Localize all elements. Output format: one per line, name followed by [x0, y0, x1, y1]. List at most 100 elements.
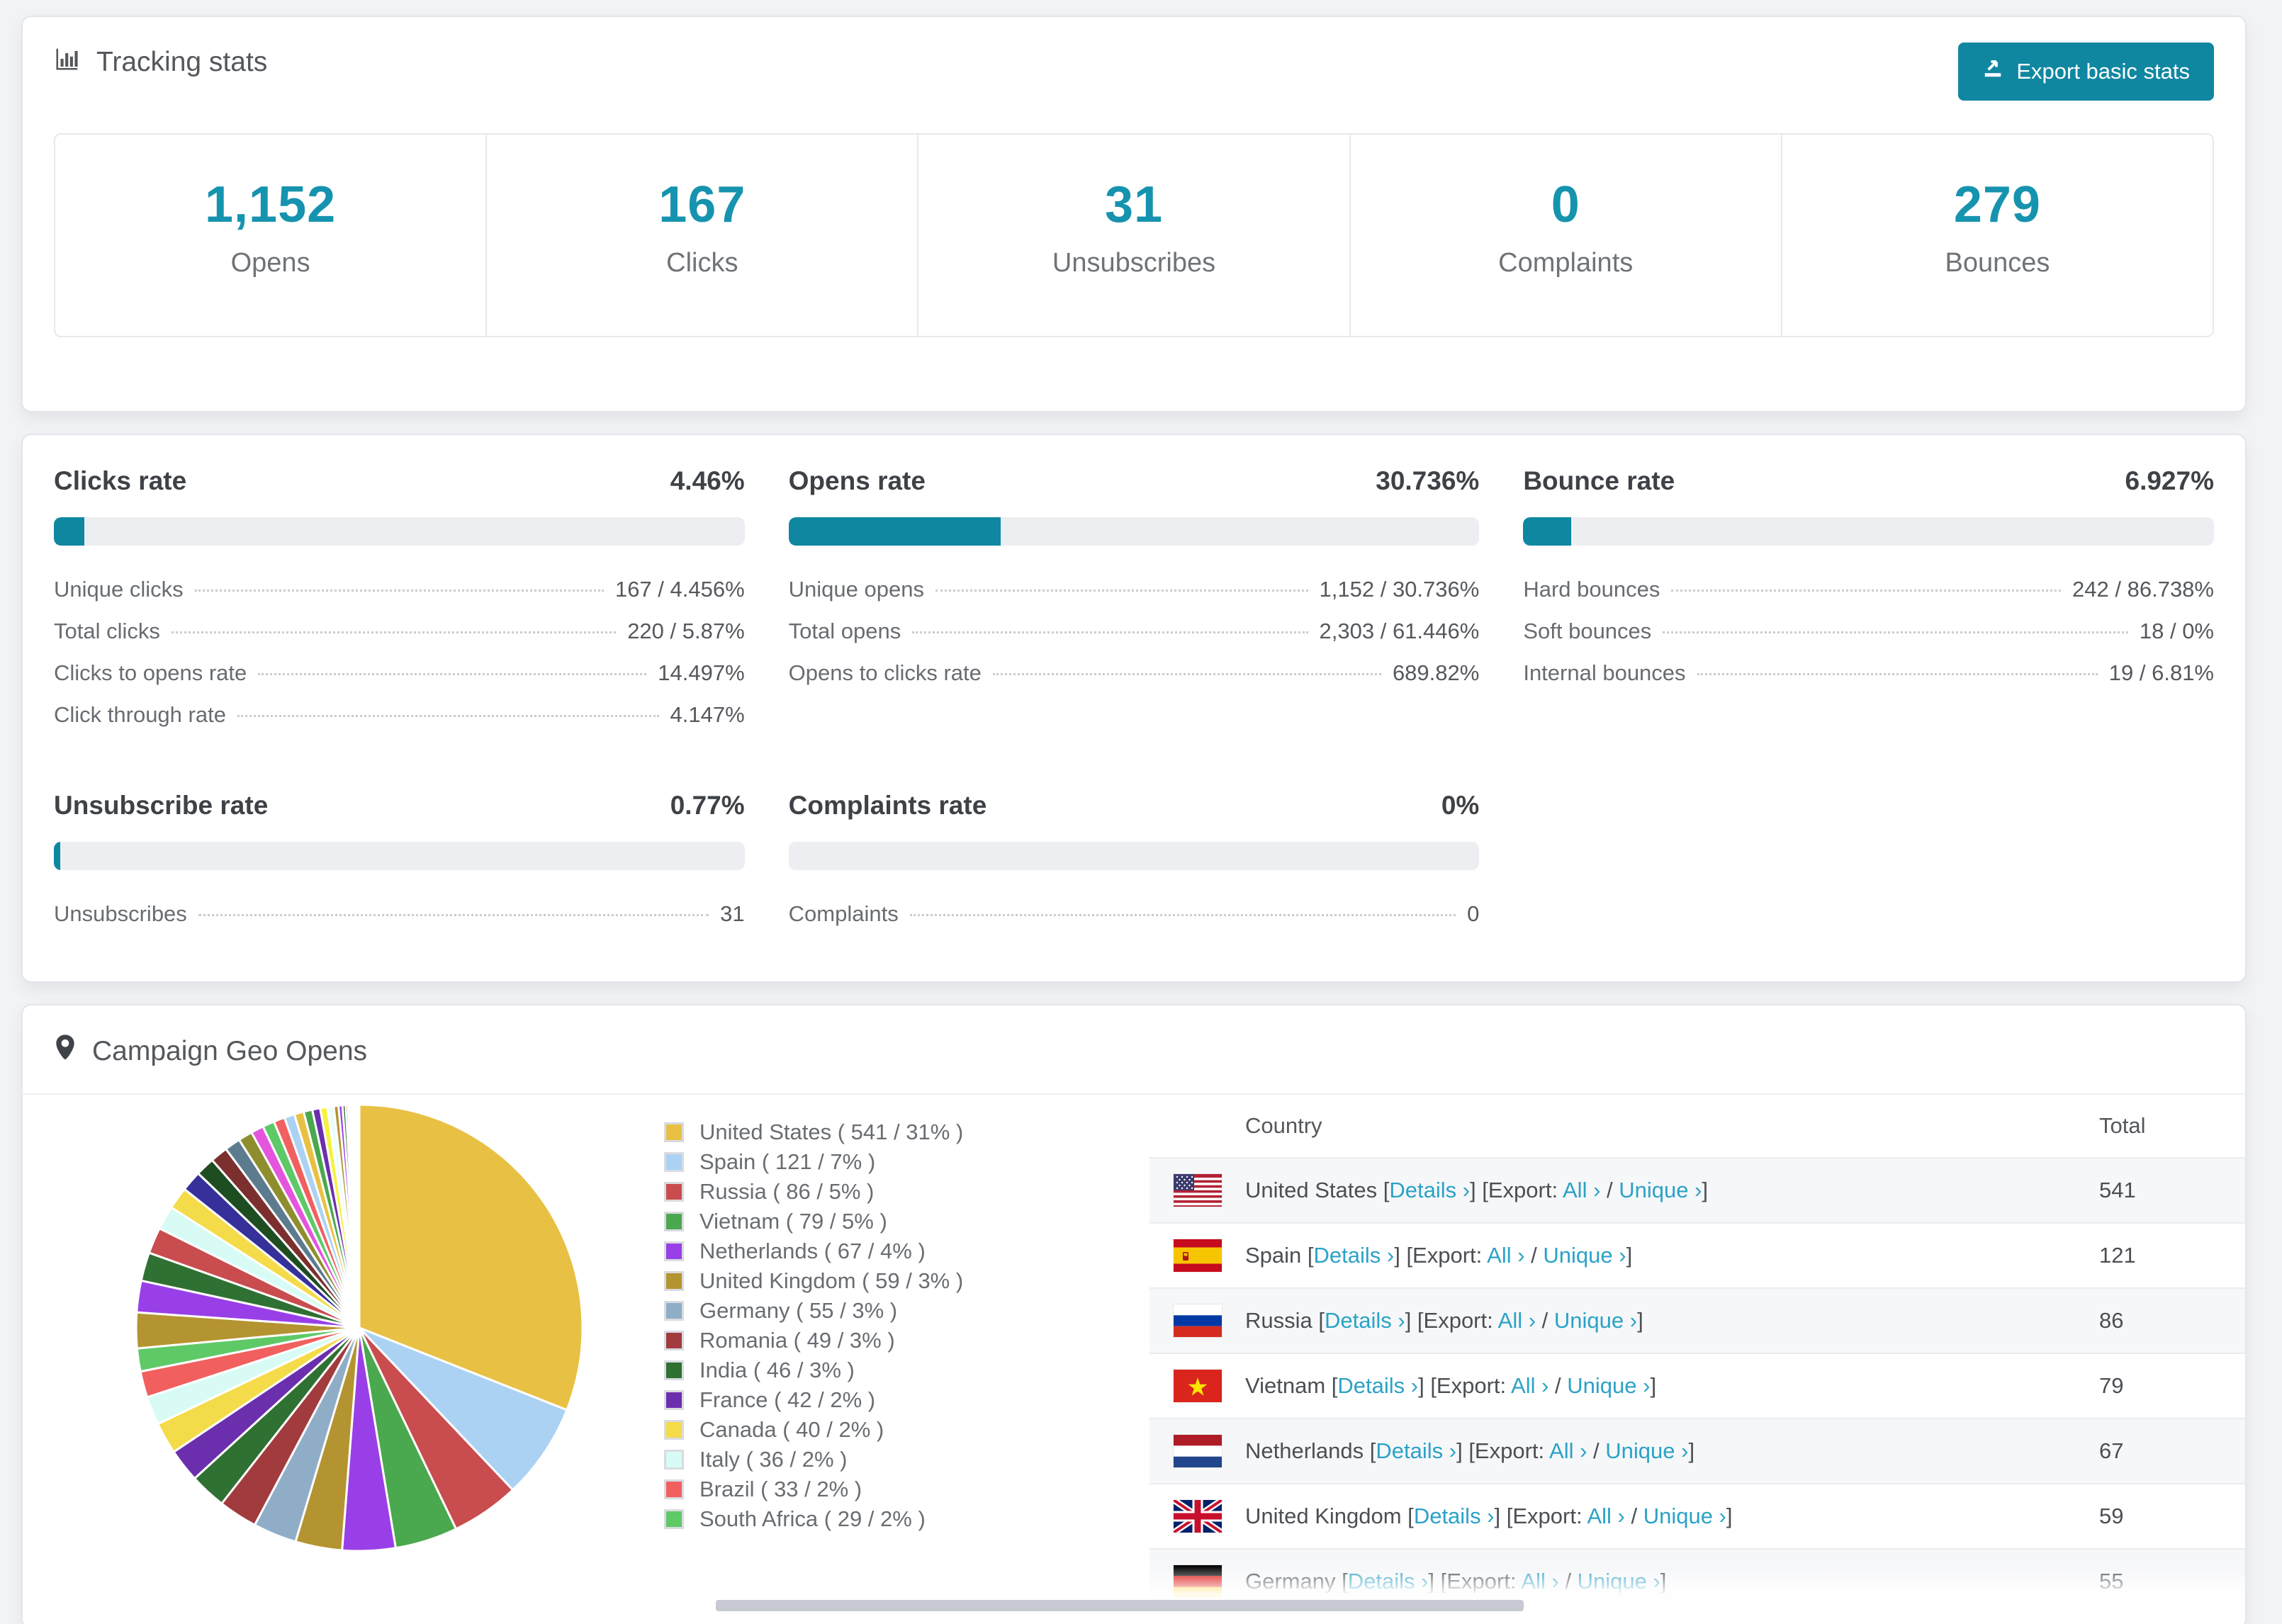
dotted-leader	[1697, 673, 2098, 675]
rate-value: 6.927%	[2125, 466, 2215, 495]
geo-country-cell: Russia [Details ›] [Export: All › / Uniq…	[1150, 1304, 2099, 1337]
export-all-link[interactable]: All ›	[1549, 1438, 1587, 1463]
rate-header: Complaints rate 0%	[789, 791, 1480, 821]
dotted-leader	[992, 673, 1381, 675]
country-flag-icon	[1174, 1370, 1222, 1402]
rate-detail-label: Unique opens	[788, 577, 924, 602]
export-all-link[interactable]: All ›	[1511, 1373, 1549, 1398]
details-link[interactable]: Details ›	[1347, 1569, 1429, 1594]
legend-swatch	[664, 1360, 684, 1380]
export-unique-link[interactable]: Unique ›	[1619, 1178, 1702, 1202]
legend-swatch	[664, 1509, 684, 1529]
geo-table-header-country: Country	[1245, 1113, 1322, 1138]
geo-total-cell: 79	[2099, 1373, 2124, 1398]
rate-detail-row: Unique opens 1,152 / 30.736%	[789, 577, 1480, 619]
geo-total-cell: 541	[2099, 1178, 2136, 1202]
page: Tracking stats Export basic stats 1,152 …	[21, 0, 2247, 1624]
country-flag-icon	[1174, 1565, 1222, 1598]
tracking-stats-title-row: Tracking stats	[54, 45, 267, 79]
rate-detail-rows: Unique opens 1,152 / 30.736% Total opens…	[789, 577, 1480, 702]
export-unique-link[interactable]: Unique ›	[1553, 1308, 1638, 1333]
rate-detail-label: Internal bounces	[1523, 660, 1686, 685]
rate-progress-track	[1523, 517, 2214, 546]
geo-country-cell: Netherlands [Details ›] [Export: All › /…	[1150, 1435, 2099, 1467]
legend-swatch	[664, 1271, 684, 1291]
dotted-leader	[912, 631, 1308, 633]
details-link[interactable]: Details ›	[1376, 1438, 1457, 1463]
legend-label: Canada ( 40 / 2% )	[699, 1417, 884, 1442]
summary-stats-strip: 1,152 Opens 167 Clicks 31 Unsubscribes 0…	[54, 133, 2214, 337]
export-unique-link[interactable]: Unique ›	[1605, 1438, 1689, 1463]
rate-block: Opens rate 30.736% Unique opens 1,152 / …	[788, 466, 1480, 744]
rate-detail-row: Soft bounces 18 / 0%	[1523, 619, 2214, 660]
summary-stat-box: 0 Complaints	[1349, 135, 1781, 336]
horizontal-scrollbar-thumb[interactable]	[716, 1600, 1524, 1611]
rate-header: Bounce rate 6.927%	[1523, 466, 2214, 496]
rate-detail-value: 0	[1467, 901, 1480, 926]
geo-country-cell: Vietnam [Details ›] [Export: All › / Uni…	[1150, 1370, 2099, 1402]
details-link[interactable]: Details ›	[1324, 1308, 1405, 1333]
export-all-link[interactable]: All ›	[1587, 1504, 1625, 1528]
geo-pie-chart	[135, 1103, 584, 1552]
legend-swatch	[664, 1122, 684, 1142]
rate-detail-row: Opens to clicks rate 689.82%	[789, 660, 1480, 702]
rate-detail-label: Opens to clicks rate	[788, 660, 982, 685]
rate-progress-track	[788, 517, 1480, 546]
export-all-link[interactable]: All ›	[1563, 1178, 1601, 1202]
geo-table: Country Total United States [Details ›] …	[1150, 1095, 2245, 1613]
geo-country-cell: Germany [Details ›] [Export: All › / Uni…	[1150, 1565, 2099, 1598]
rate-detail-value: 31	[720, 901, 745, 926]
country-flag-icon	[1171, 1497, 1224, 1535]
legend-item: Vietnam ( 79 / 5% )	[664, 1207, 963, 1236]
legend-item: South Africa ( 29 / 2% )	[664, 1504, 963, 1534]
country-flag-icon	[1174, 1239, 1222, 1272]
geo-country-cell: United States [Details ›] [Export: All ›…	[1150, 1174, 2099, 1207]
details-link[interactable]: Details ›	[1337, 1373, 1419, 1398]
rate-detail-label: Unique clicks	[54, 577, 184, 602]
rate-detail-rows: Unsubscribes 31	[54, 901, 745, 943]
rates-card: Clicks rate 4.46% Unique clicks 167 / 4.…	[21, 434, 2247, 983]
rates-grid: Clicks rate 4.46% Unique clicks 167 / 4.…	[54, 466, 2214, 943]
tracking-stats-card: Tracking stats Export basic stats 1,152 …	[21, 16, 2247, 412]
export-unique-link[interactable]: Unique ›	[1643, 1504, 1726, 1528]
export-unique-link[interactable]: Unique ›	[1567, 1373, 1651, 1398]
geo-table-row: Spain [Details ›] [Export: All › / Uniqu…	[1150, 1222, 2245, 1287]
export-unique-link[interactable]: Unique ›	[1543, 1243, 1626, 1268]
export-all-link[interactable]: All ›	[1487, 1243, 1525, 1268]
legend-item: Spain ( 121 / 7% )	[664, 1147, 963, 1177]
geo-title: Campaign Geo Opens	[92, 1036, 368, 1066]
export-basic-stats-button[interactable]: Export basic stats	[1958, 43, 2214, 101]
legend-label: South Africa ( 29 / 2% )	[699, 1506, 926, 1531]
country-flag-icon	[1174, 1174, 1222, 1207]
geo-table-row: Russia [Details ›] [Export: All › / Uniq…	[1150, 1287, 2245, 1353]
rate-progress-track	[54, 517, 745, 546]
rate-detail-value: 14.497%	[658, 660, 745, 685]
geo-table-rows: United States [Details ›] [Export: All ›…	[1150, 1157, 2245, 1613]
country-links: Netherlands [Details ›] [Export: All › /…	[1245, 1438, 1695, 1463]
summary-stat-label: Opens	[230, 248, 310, 278]
details-link[interactable]: Details ›	[1389, 1178, 1471, 1202]
summary-stat-label: Clicks	[666, 248, 738, 278]
country-flag-icon	[1174, 1304, 1222, 1337]
country-flag-icon	[1174, 1435, 1222, 1467]
dotted-leader	[935, 590, 1308, 592]
legend-label: Russia ( 86 / 5% )	[699, 1179, 875, 1204]
export-all-link[interactable]: All ›	[1521, 1569, 1559, 1594]
rate-progress-fill	[54, 842, 60, 870]
details-link[interactable]: Details ›	[1313, 1243, 1395, 1268]
rate-header: Unsubscribe rate 0.77%	[54, 791, 745, 821]
rate-value: 0.77%	[670, 791, 745, 820]
dotted-leader	[194, 590, 604, 592]
rate-detail-label: Hard bounces	[1523, 577, 1660, 602]
details-link[interactable]: Details ›	[1413, 1504, 1495, 1528]
geo-table-row: United Kingdom [Details ›] [Export: All …	[1150, 1483, 2245, 1548]
legend-label: Brazil ( 33 / 2% )	[699, 1477, 862, 1501]
export-basic-stats-label: Export basic stats	[2016, 59, 2190, 84]
legend-label: Romania ( 49 / 3% )	[699, 1328, 895, 1353]
export-unique-link[interactable]: Unique ›	[1577, 1569, 1660, 1594]
rate-detail-row: Click through rate 4.147%	[54, 702, 745, 744]
geo-total-cell: 67	[2099, 1438, 2124, 1463]
export-all-link[interactable]: All ›	[1497, 1308, 1536, 1333]
geo-table-row: Netherlands [Details ›] [Export: All › /…	[1150, 1418, 2245, 1483]
legend-item: India ( 46 / 3% )	[664, 1355, 963, 1385]
